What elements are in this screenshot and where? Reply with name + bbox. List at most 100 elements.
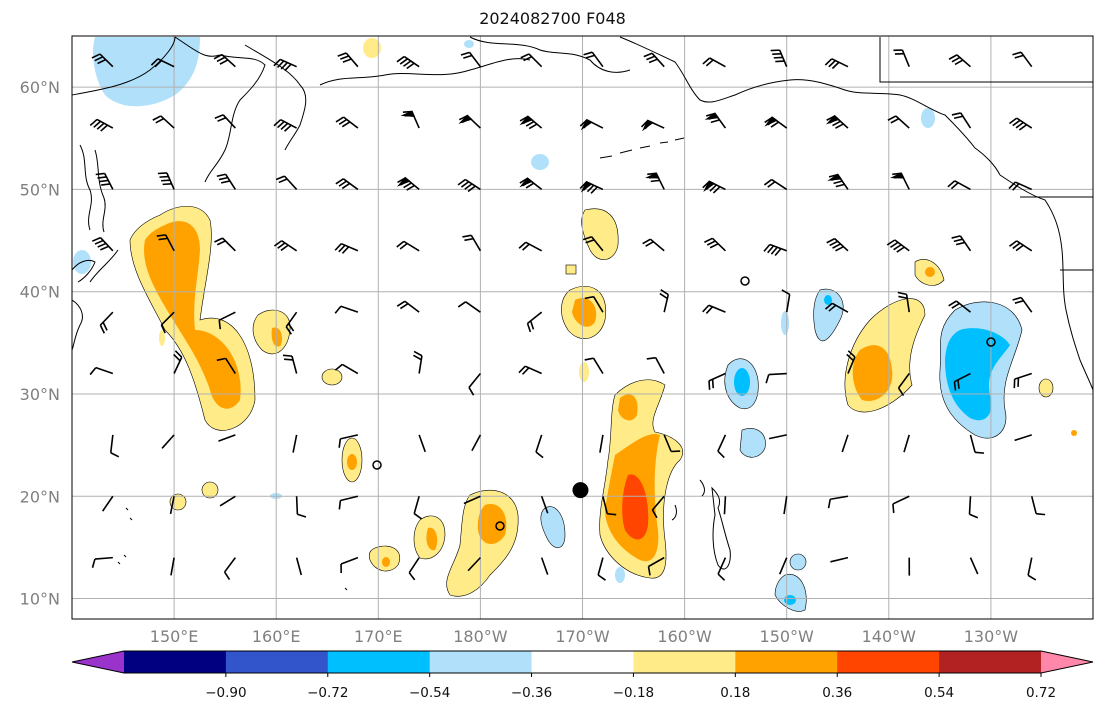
wind-barb	[1013, 372, 1032, 389]
wind-barb	[340, 556, 359, 574]
wind-barb	[951, 112, 972, 129]
wind-barb	[1012, 51, 1033, 68]
wind-barb	[602, 496, 617, 516]
positive-core-170e-south	[382, 557, 390, 567]
wind-barb	[704, 237, 726, 252]
wind-barb	[295, 557, 303, 576]
wind-barb	[273, 118, 297, 132]
wind-barb	[91, 53, 114, 68]
positive-core-japan	[144, 221, 241, 409]
positive-patch-5	[363, 38, 381, 58]
wind-barb	[519, 177, 543, 191]
positive-peak-hawaii	[622, 474, 649, 540]
wind-barb	[969, 557, 979, 575]
wind-barb	[223, 557, 237, 581]
colorbar-segment	[837, 651, 940, 673]
wind-barb	[764, 116, 788, 129]
wind-barb	[708, 372, 726, 390]
colorbar: −0.90 −0.72 −0.54 −0.36 −0.18 0.18 0.36 0.54 0.7…	[71, 650, 1094, 701]
wind-barb	[717, 434, 727, 459]
wind-barb	[418, 434, 426, 453]
wind-barb	[156, 234, 175, 252]
positive-core-dateline	[477, 504, 507, 545]
wind-barb	[947, 180, 971, 191]
wind-barb	[1009, 117, 1033, 131]
calm-circle	[372, 460, 382, 470]
negative-core-150w-30n	[734, 368, 750, 396]
positive-core-175e	[426, 527, 438, 551]
wind-barb	[413, 496, 422, 520]
lon-tick-label: 150°W	[760, 627, 815, 646]
wind-barb	[457, 178, 481, 193]
wind-barb	[102, 495, 114, 512]
wind-barb	[897, 291, 911, 313]
wind-barb	[540, 495, 549, 514]
lat-tick-label: 30°N	[20, 385, 60, 404]
wind-barb	[109, 434, 120, 458]
plot-title: 2024082700 F048	[479, 9, 626, 28]
wind-barb	[642, 238, 665, 252]
wind-barb	[824, 58, 849, 70]
wind-barb	[948, 300, 971, 313]
colorbar-tick-label: 0.18	[720, 685, 750, 701]
wind-barb	[651, 495, 665, 519]
wind-barb	[644, 172, 665, 190]
wind-barb	[717, 557, 727, 581]
wind-barb	[89, 118, 114, 132]
storm-center-marker	[572, 482, 589, 499]
lon-tick-label: 130°W	[964, 627, 1019, 646]
lon-tick-label: 140°W	[862, 627, 917, 646]
colorbar-tick-label: 0.54	[924, 685, 954, 701]
wind-barb	[890, 172, 910, 190]
coastline-alaska	[619, 36, 1001, 176]
negative-patch-3	[781, 311, 789, 335]
wind-barb	[826, 237, 849, 252]
wind-barb	[582, 236, 604, 252]
colorbar-extend-min	[72, 651, 124, 673]
wind-barb	[1008, 181, 1033, 191]
calm-circle	[495, 521, 505, 531]
wind-barb	[152, 115, 175, 129]
wind-barb	[91, 556, 113, 568]
positive-core-hawaii	[618, 394, 638, 421]
colorbar-segment	[225, 651, 329, 673]
wind-barb	[396, 55, 420, 70]
wind-barb	[99, 311, 114, 334]
lon-tick-label: 170°E	[354, 627, 403, 646]
negative-region-145w-38n	[813, 288, 844, 342]
colorbar-outline	[71, 650, 1094, 674]
wind-barb	[273, 240, 298, 252]
wind-barb	[89, 366, 114, 376]
wind-barb	[1014, 434, 1032, 442]
coastline-japan	[72, 249, 119, 351]
wind-barb	[218, 434, 236, 442]
calm-circle	[740, 276, 750, 286]
wind-barb	[886, 239, 910, 253]
positive-core-135w-42n	[925, 267, 935, 277]
map-frame	[71, 35, 1094, 620]
wind-barb	[334, 242, 359, 254]
coastlines	[72, 36, 1093, 591]
wind-barb	[273, 58, 297, 72]
wind-barb	[647, 556, 665, 576]
negative-patch-8	[464, 40, 474, 48]
wind-barb	[170, 557, 175, 576]
wind-barb	[535, 434, 544, 459]
wind-barbs	[89, 49, 1046, 581]
wind-barb	[285, 311, 298, 335]
longitude-labels: 150°E 160°E 170°E 180°W 170°W 160°W 150°W 140°W…	[150, 627, 1018, 646]
wind-barb	[157, 172, 175, 190]
wind-barb	[519, 115, 543, 130]
colorbar-tick-label: −0.54	[409, 685, 450, 701]
positive-patch-6	[159, 330, 165, 346]
wind-barb	[1027, 557, 1037, 581]
wind-barb	[770, 49, 788, 67]
wind-barb	[825, 114, 849, 129]
lon-tick-label: 160°W	[657, 627, 712, 646]
wind-barb	[216, 173, 237, 190]
wind-barb	[663, 434, 681, 453]
wind-barb	[169, 496, 175, 515]
wind-barb	[219, 495, 236, 507]
wind-barb	[646, 356, 665, 374]
